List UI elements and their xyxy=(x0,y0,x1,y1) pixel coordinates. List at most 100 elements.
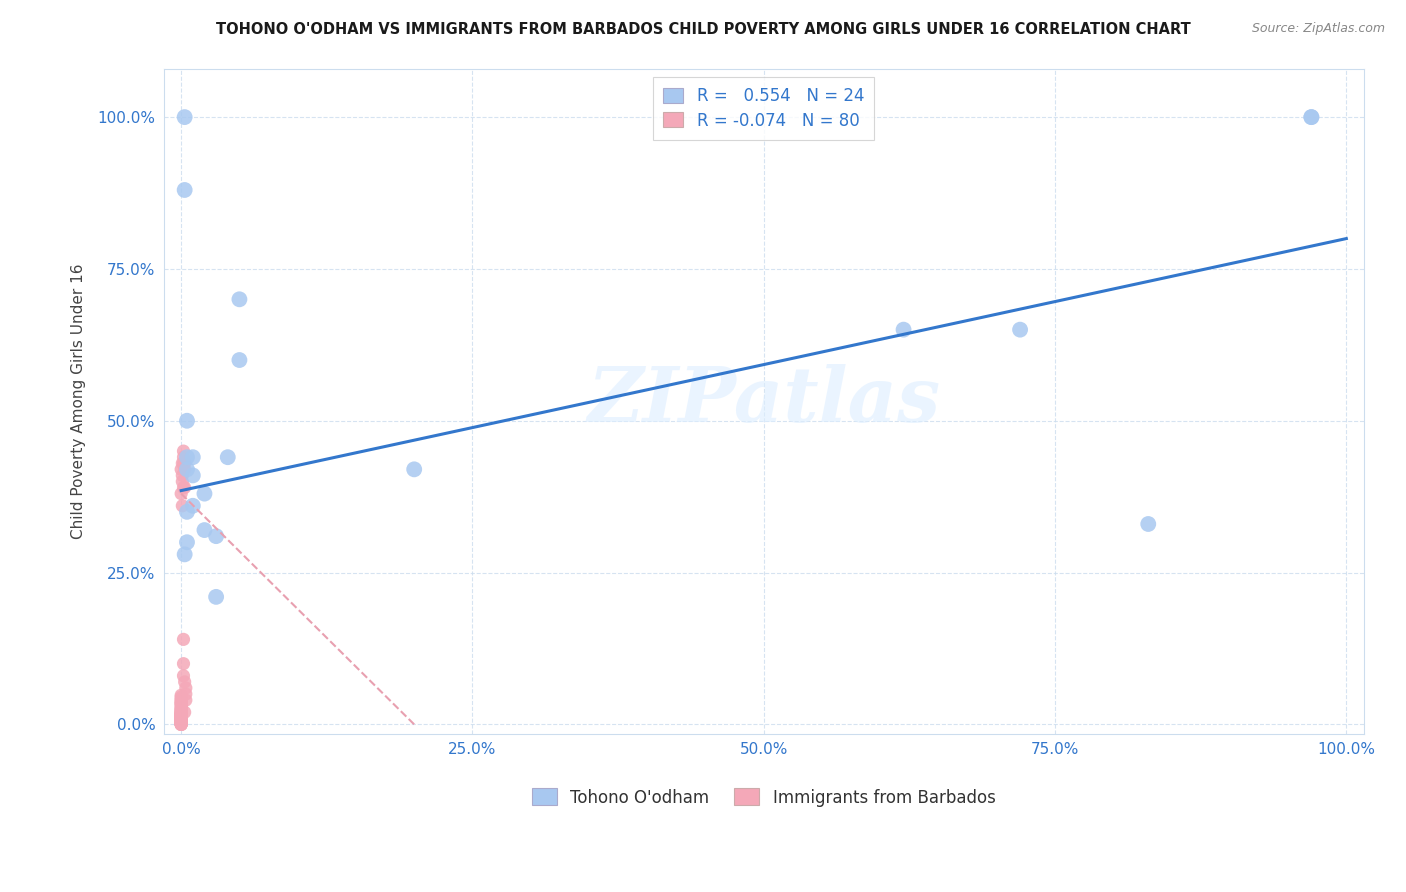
Point xyxy=(170,706,193,721)
Point xyxy=(170,712,193,726)
Point xyxy=(181,468,204,483)
Point xyxy=(176,535,198,549)
Point xyxy=(176,462,198,476)
Point xyxy=(170,713,193,727)
Point xyxy=(173,481,195,495)
Point xyxy=(170,705,193,719)
Point xyxy=(170,713,193,727)
Point xyxy=(173,674,195,689)
Y-axis label: Child Poverty Among Girls Under 16: Child Poverty Among Girls Under 16 xyxy=(72,263,86,539)
Point xyxy=(170,707,193,722)
Point xyxy=(170,704,193,718)
Point xyxy=(176,450,198,465)
Point xyxy=(172,499,194,513)
Point xyxy=(170,710,193,724)
Point xyxy=(170,717,193,731)
Point xyxy=(170,699,193,714)
Point xyxy=(170,708,193,723)
Point xyxy=(173,110,195,124)
Point xyxy=(1137,516,1160,531)
Point xyxy=(170,717,193,731)
Point xyxy=(170,694,193,708)
Point xyxy=(170,712,193,726)
Point xyxy=(170,716,193,731)
Point xyxy=(893,323,915,337)
Point xyxy=(170,714,193,728)
Point xyxy=(170,692,193,706)
Point xyxy=(172,475,194,489)
Point xyxy=(173,481,195,495)
Point xyxy=(173,632,195,647)
Point xyxy=(170,707,193,722)
Point xyxy=(170,711,193,725)
Point xyxy=(181,499,204,513)
Point xyxy=(1301,110,1323,124)
Point xyxy=(174,687,197,701)
Point xyxy=(170,711,193,725)
Point xyxy=(170,715,193,730)
Point xyxy=(170,713,193,727)
Point xyxy=(173,456,195,470)
Text: ZIPatlas: ZIPatlas xyxy=(588,364,941,438)
Point xyxy=(174,693,197,707)
Point xyxy=(170,706,193,720)
Point xyxy=(173,183,195,197)
Point xyxy=(170,696,193,710)
Point xyxy=(170,701,193,715)
Point xyxy=(170,702,193,716)
Point xyxy=(173,669,195,683)
Point xyxy=(193,486,215,500)
Point xyxy=(173,444,195,458)
Point xyxy=(170,688,193,702)
Point xyxy=(170,707,193,722)
Point xyxy=(170,693,193,707)
Point xyxy=(205,590,228,604)
Point xyxy=(170,697,193,711)
Point xyxy=(170,708,193,723)
Point xyxy=(170,690,193,704)
Point xyxy=(170,714,193,729)
Point xyxy=(170,486,193,500)
Point xyxy=(170,716,193,731)
Point xyxy=(174,681,197,695)
Point xyxy=(205,529,228,543)
Point xyxy=(228,293,250,307)
Point xyxy=(170,709,193,723)
Point xyxy=(173,456,195,470)
Point xyxy=(176,414,198,428)
Point xyxy=(170,714,193,728)
Text: TOHONO O'ODHAM VS IMMIGRANTS FROM BARBADOS CHILD POVERTY AMONG GIRLS UNDER 16 CO: TOHONO O'ODHAM VS IMMIGRANTS FROM BARBAD… xyxy=(215,22,1191,37)
Point xyxy=(170,714,193,729)
Point xyxy=(170,709,193,723)
Point xyxy=(173,705,195,719)
Point xyxy=(170,714,193,729)
Point xyxy=(170,709,193,723)
Point xyxy=(173,462,195,476)
Point xyxy=(170,717,193,731)
Point xyxy=(170,707,193,722)
Legend: Tohono O'odham, Immigrants from Barbados: Tohono O'odham, Immigrants from Barbados xyxy=(526,781,1002,814)
Point xyxy=(173,450,195,465)
Point xyxy=(170,703,193,717)
Point xyxy=(1010,323,1032,337)
Point xyxy=(170,462,193,476)
Point xyxy=(170,698,193,712)
Point xyxy=(172,468,194,483)
Point xyxy=(170,709,193,723)
Point xyxy=(228,353,250,368)
Point xyxy=(173,547,195,561)
Point xyxy=(176,505,198,519)
Point xyxy=(170,716,193,731)
Point xyxy=(170,706,193,721)
Point xyxy=(404,462,426,476)
Point xyxy=(170,714,193,729)
Point xyxy=(170,713,193,727)
Point xyxy=(170,704,193,718)
Point xyxy=(170,715,193,730)
Point xyxy=(172,456,194,470)
Point xyxy=(193,523,215,537)
Point xyxy=(170,711,193,725)
Point xyxy=(170,705,193,719)
Point xyxy=(173,657,195,671)
Point xyxy=(170,716,193,731)
